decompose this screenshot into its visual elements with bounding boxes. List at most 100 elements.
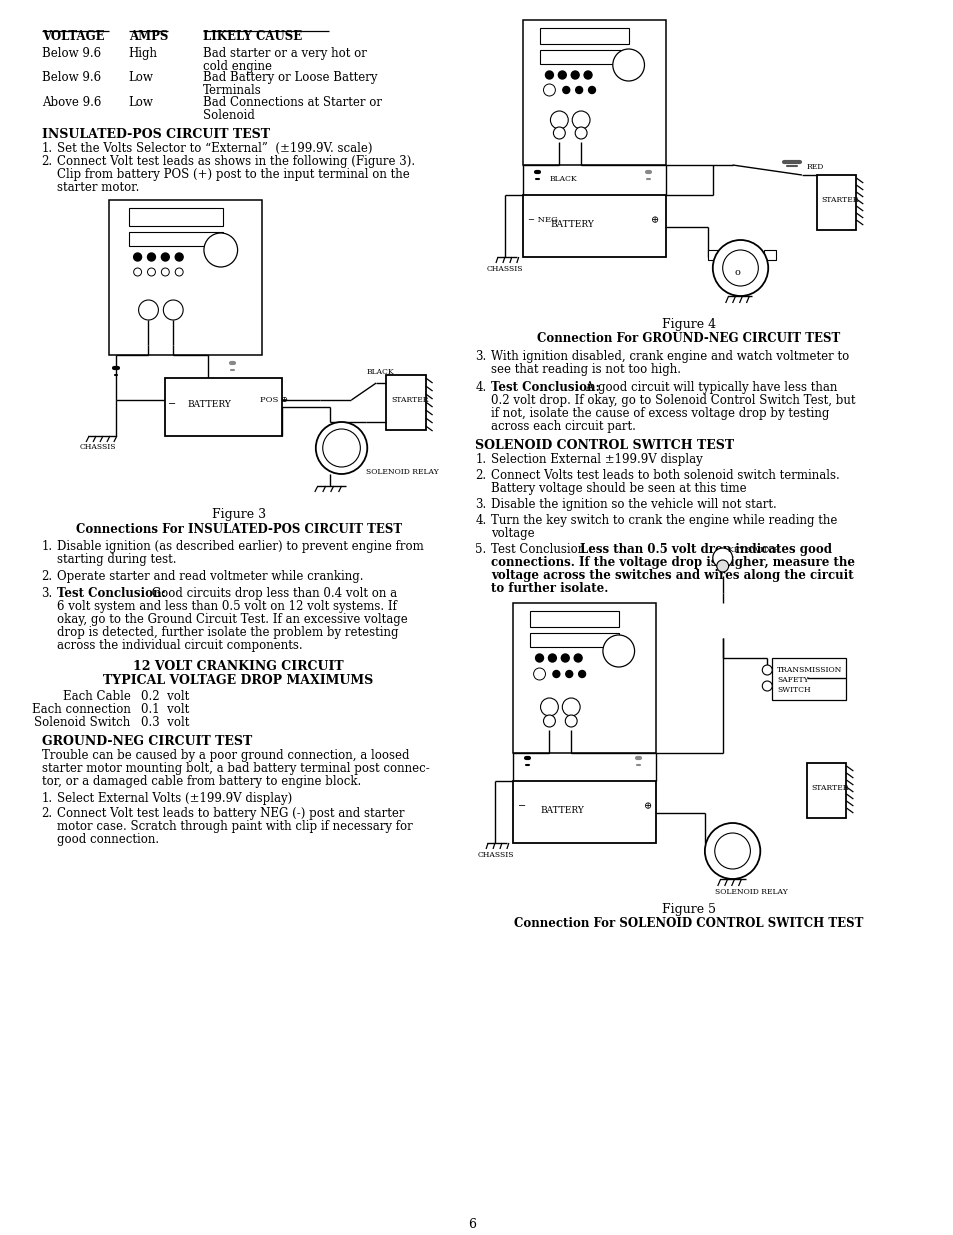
Bar [539,28,628,44]
Text: Test Conclusion:: Test Conclusion: [57,587,166,600]
Circle shape [565,671,572,678]
Text: 0.1  volt: 0.1 volt [140,703,189,716]
Text: BATTERY: BATTERY [187,400,231,409]
Text: A good circuit will typically have less than: A good circuit will typically have less … [581,382,837,394]
Text: LIKELY CAUSE: LIKELY CAUSE [203,30,302,43]
Text: Bad Battery or Loose Battery: Bad Battery or Loose Battery [203,70,377,84]
Text: Below 9.6: Below 9.6 [42,47,101,61]
Text: connections. If the voltage drop is higher, measure the: connections. If the voltage drop is high… [491,556,854,569]
Circle shape [562,86,569,94]
Circle shape [548,655,556,662]
Circle shape [561,698,579,716]
Text: starter motor.: starter motor. [57,182,140,194]
Text: Selection External ±199.9V display: Selection External ±199.9V display [491,453,702,466]
Text: drop is detected, further isolate the problem by retesting: drop is detected, further isolate the pr… [57,626,398,638]
Text: 2.: 2. [42,571,52,583]
Circle shape [550,111,568,128]
Circle shape [175,268,183,275]
Circle shape [315,422,367,474]
Circle shape [761,680,771,692]
Circle shape [714,832,750,869]
Text: Low: Low [129,70,153,84]
Circle shape [761,664,771,676]
Circle shape [583,70,592,79]
Text: BLACK: BLACK [549,175,577,183]
Bar [129,207,222,226]
Text: Connections For INSULATED-POS CIRCUIT TEST: Connections For INSULATED-POS CIRCUIT TE… [75,522,401,536]
Text: High: High [129,47,157,61]
Text: across the individual circuit components.: across the individual circuit components… [57,638,303,652]
Text: okay, go to the Ground Circuit Test. If an excessive voltage: okay, go to the Ground Circuit Test. If … [57,613,408,626]
Text: TYPICAL VOLTAGE DROP MAXIMUMS: TYPICAL VOLTAGE DROP MAXIMUMS [103,674,374,687]
Circle shape [588,86,595,94]
Text: CHASSIS: CHASSIS [487,266,523,273]
Text: Bad starter or a very hot or: Bad starter or a very hot or [203,47,367,61]
Text: CHASSIS: CHASSIS [476,851,513,860]
Circle shape [712,548,732,568]
Text: voltage across the switches and wires along the circuit: voltage across the switches and wires al… [491,569,853,582]
Bar [816,175,856,230]
Text: Figure 3: Figure 3 [212,508,265,521]
Text: Terminals: Terminals [203,84,261,98]
Circle shape [560,655,569,662]
Text: 2.: 2. [42,156,52,168]
Text: CHASSIS: CHASSIS [79,443,115,451]
Circle shape [533,668,545,680]
Text: Operate starter and read voltmeter while cranking.: Operate starter and read voltmeter while… [57,571,363,583]
Text: Less than 0.5 volt drop indicates good: Less than 0.5 volt drop indicates good [579,543,831,556]
Text: voltage: voltage [491,527,534,540]
Text: 1.: 1. [42,792,52,805]
Text: Disable the ignition so the vehicle will not start.: Disable the ignition so the vehicle will… [491,498,776,511]
Text: motor case. Scratch through paint with clip if necessary for: motor case. Scratch through paint with c… [57,820,413,832]
Text: STARTER: STARTER [391,396,428,404]
Circle shape [148,268,155,275]
Text: 6: 6 [468,1218,476,1231]
Circle shape [602,635,634,667]
Text: 4.: 4. [475,514,486,527]
Text: Connect Volt test leads to battery NEG (-) post and starter: Connect Volt test leads to battery NEG (… [57,806,404,820]
Text: 4.: 4. [475,382,486,394]
Text: 0.3  volt: 0.3 volt [140,716,189,729]
Text: see that reading is not too high.: see that reading is not too high. [491,363,680,375]
Circle shape [175,253,183,261]
Bar [529,611,618,627]
Text: across each circuit part.: across each circuit part. [491,420,636,433]
Text: Good circuits drop less than 0.4 volt on a: Good circuits drop less than 0.4 volt on… [149,587,397,600]
Text: starting during test.: starting during test. [57,553,176,566]
Circle shape [163,300,183,320]
Text: 0.2 volt drop. If okay, go to Solenoid Control Switch Test, but: 0.2 volt drop. If okay, go to Solenoid C… [491,394,855,408]
Circle shape [161,268,169,275]
Bar [522,195,665,257]
Text: if not, isolate the cause of excess voltage drop by testing: if not, isolate the cause of excess volt… [491,408,828,420]
Text: tor, or a damaged cable from battery to engine block.: tor, or a damaged cable from battery to … [42,776,360,788]
Bar [513,781,656,844]
Text: SOLENOID RELAY: SOLENOID RELAY [366,468,438,475]
Bar [129,232,222,246]
Bar [165,378,282,436]
Circle shape [574,655,581,662]
Text: ⊕: ⊕ [643,802,651,811]
Text: Test Conclusion :: Test Conclusion : [491,543,597,556]
Text: BATTERY: BATTERY [550,220,594,228]
Circle shape [204,233,237,267]
Text: Set the Volts Selector to “External”  (±199.9V. scale): Set the Volts Selector to “External” (±1… [57,142,373,156]
Text: starter motor mounting bolt, a bad battery terminal post connec-: starter motor mounting bolt, a bad batte… [42,762,429,776]
Text: o: o [734,268,740,277]
Text: Connection For GROUND-NEG CIRCUIT TEST: Connection For GROUND-NEG CIRCUIT TEST [537,332,840,345]
Text: GROUND-NEG CIRCUIT TEST: GROUND-NEG CIRCUIT TEST [42,735,252,748]
Text: Turn the key switch to crank the engine while reading the: Turn the key switch to crank the engine … [491,514,837,527]
Text: −: − [168,400,176,409]
Bar [771,658,845,700]
Text: 0.2  volt: 0.2 volt [140,690,189,703]
Text: to further isolate.: to further isolate. [491,582,608,595]
Text: 3.: 3. [42,587,52,600]
Text: RED: RED [806,163,823,170]
Text: STARTER: STARTER [821,196,859,204]
Bar [522,20,665,165]
Circle shape [553,671,559,678]
Text: Each connection: Each connection [31,703,131,716]
Text: KEY SWITCH: KEY SWITCH [727,546,779,555]
Text: INSULATED-POS CIRCUIT TEST: INSULATED-POS CIRCUIT TEST [42,128,270,141]
Text: − NEG: − NEG [527,216,557,224]
Text: 1.: 1. [42,540,52,553]
